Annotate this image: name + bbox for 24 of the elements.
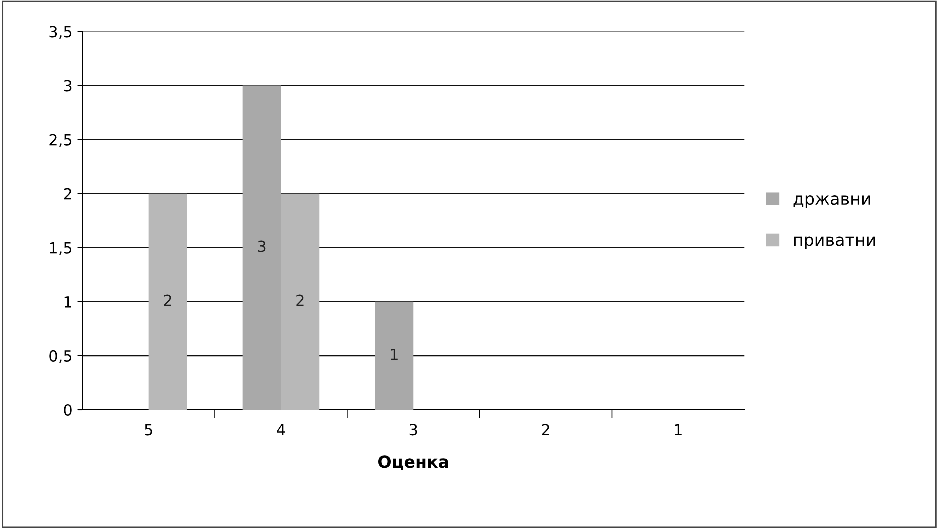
y-tick-label: 2,5 [50,134,72,148]
data-label: 2 [296,294,304,306]
x-tick-label: 1 [675,424,682,436]
y-tick-label: 0 [64,404,72,416]
y-tick-label: 3,5 [50,26,72,40]
y-tick-label: 1,5 [50,242,72,256]
y-tick-label: 1 [64,296,72,308]
x-axis-title: Оценка [378,456,448,470]
x-tick-label: 5 [145,424,152,436]
x-tick-label: 4 [277,424,286,436]
bar [281,194,320,410]
y-tick-label: 0,5 [50,350,72,364]
legend-label: државни [794,196,870,208]
data-label: 1 [391,349,398,360]
data-label: 3 [258,240,266,252]
data-label: 2 [164,294,172,306]
x-tick-label: 2 [542,424,550,436]
bar [148,194,188,410]
legend-label: приватни [794,236,876,250]
bar [375,302,414,410]
x-tick-label: 3 [410,424,418,436]
y-tick-label: 2 [64,188,72,200]
y-tick-label: 3 [64,80,72,92]
bar [242,86,282,410]
